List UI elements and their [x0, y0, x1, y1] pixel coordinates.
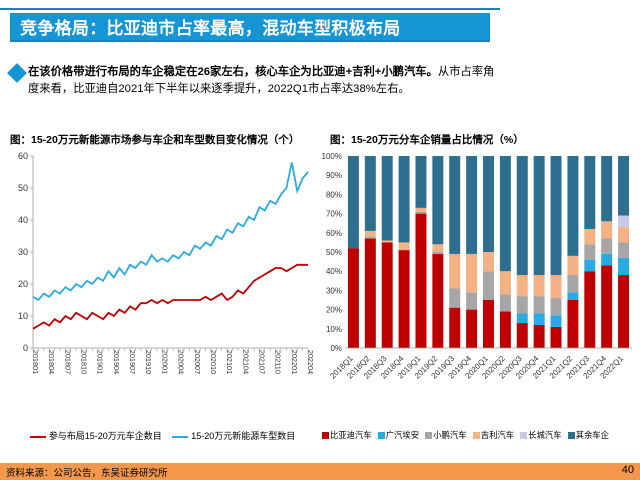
svg-text:50%: 50% [326, 248, 342, 257]
svg-text:201801: 201801 [31, 350, 40, 374]
svg-text:201807: 201807 [63, 350, 72, 374]
svg-text:201804: 201804 [47, 350, 56, 374]
svg-text:50: 50 [18, 183, 28, 193]
svg-text:202010: 202010 [209, 350, 218, 374]
svg-text:30: 30 [18, 247, 28, 257]
svg-text:201907: 201907 [128, 350, 137, 374]
svg-text:201810: 201810 [80, 350, 89, 374]
svg-text:20%: 20% [326, 306, 342, 315]
svg-text:202107: 202107 [258, 350, 267, 374]
svg-text:202001: 202001 [160, 350, 169, 374]
svg-text:201910: 201910 [144, 350, 153, 374]
svg-text:60: 60 [18, 151, 28, 161]
svg-text:201904: 201904 [112, 350, 121, 374]
svg-text:10: 10 [18, 311, 28, 321]
svg-text:0%: 0% [330, 344, 342, 353]
svg-text:70%: 70% [326, 210, 342, 219]
svg-text:60%: 60% [326, 229, 342, 238]
svg-text:202204: 202204 [306, 350, 315, 374]
svg-text:201901: 201901 [96, 350, 105, 374]
svg-text:80%: 80% [326, 190, 342, 199]
svg-text:30%: 30% [326, 286, 342, 295]
svg-text:100%: 100% [322, 152, 342, 161]
svg-text:202007: 202007 [193, 350, 202, 374]
svg-text:40: 40 [18, 215, 28, 225]
svg-text:40%: 40% [326, 267, 342, 276]
svg-text:0: 0 [23, 343, 28, 353]
svg-text:202004: 202004 [177, 350, 186, 374]
svg-text:20: 20 [18, 279, 28, 289]
svg-text:202101: 202101 [225, 350, 234, 374]
svg-text:90%: 90% [326, 171, 342, 180]
svg-text:202104: 202104 [241, 350, 250, 374]
svg-text:10%: 10% [326, 325, 342, 334]
svg-text:202201: 202201 [290, 350, 299, 374]
svg-text:202110: 202110 [274, 350, 283, 374]
